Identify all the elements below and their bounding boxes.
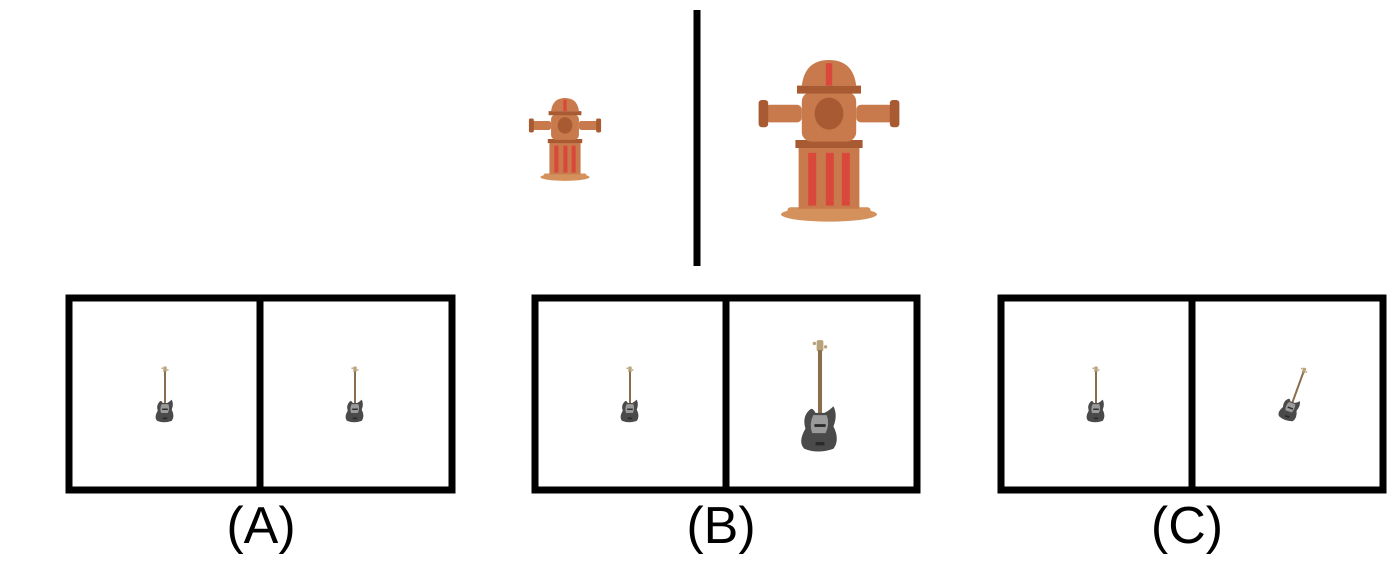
option-a-right-guitar: [345, 366, 364, 423]
example-right-hydrant: [758, 60, 900, 222]
option-b-left-guitar: [620, 366, 639, 423]
option-b[interactable]: [531, 294, 921, 494]
option-b-label: (B): [686, 497, 756, 555]
option-c[interactable]: [997, 294, 1387, 494]
option-c-right-guitar: [1278, 367, 1308, 422]
example-left-hydrant: [528, 98, 602, 181]
option-b-right-guitar: [801, 340, 837, 452]
option-a-label: (A): [226, 497, 296, 555]
example-pair: [528, 10, 900, 266]
option-a-left-guitar: [155, 366, 174, 423]
option-c-label: (C): [1150, 497, 1224, 555]
option-c-left-guitar: [1086, 366, 1105, 423]
option-a[interactable]: [65, 294, 456, 494]
